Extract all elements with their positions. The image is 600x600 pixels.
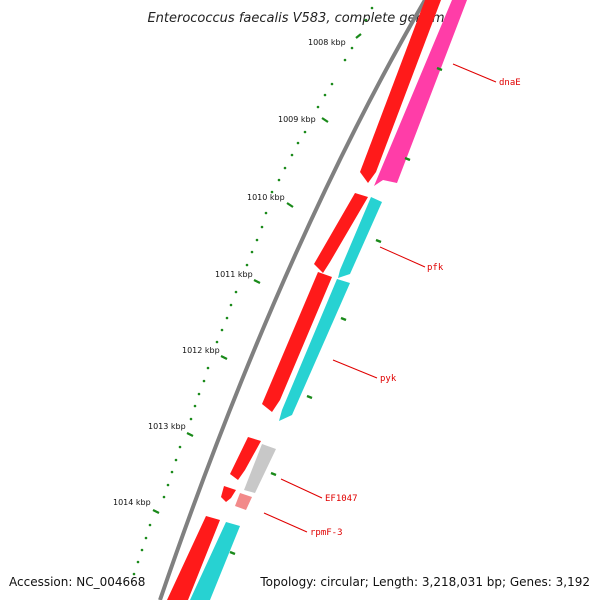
gene-label-pfk: pfk [427, 263, 444, 273]
gene-label-pyk: pyk [380, 374, 397, 384]
scale-label-1014: 1014 kbp [113, 498, 151, 507]
reverse-strand-features [190, 0, 467, 600]
gene-label-ef1047: EF1047 [325, 494, 358, 504]
forward-cds-pyk [262, 272, 332, 412]
forward-cds-ef1047 [230, 437, 261, 480]
scale-label-1013: 1013 kbp [148, 422, 186, 431]
reverse-cds-next [190, 522, 240, 600]
genome-backbone [158, 0, 427, 600]
map-title: Enterococcus faecalis V583, complete gen… [147, 11, 452, 26]
gene-label-rpmf: rpmF-3 [310, 528, 343, 538]
reverse-feature-ef1047 [244, 444, 276, 493]
reverse-cds-dnaE [374, 0, 467, 186]
topology-text: Topology: circular; Length: 3,218,031 bp… [259, 575, 590, 589]
scale-label-1012: 1012 kbp [182, 346, 220, 355]
label-leaders [263, 63, 497, 533]
forward-cds-next [167, 516, 220, 600]
scale-label-1009: 1009 kbp [278, 115, 316, 124]
scale-major-ticks [152, 33, 362, 514]
forward-strand-features [167, 0, 441, 600]
scale-track [132, 6, 374, 576]
forward-cds-dnaE [360, 0, 441, 183]
forward-cds-rpmf [221, 486, 236, 502]
reverse-feature-rpmf [235, 493, 252, 510]
forward-cds-pfk [314, 193, 368, 273]
scale-label-1008: 1008 kbp [308, 38, 346, 47]
reverse-cds-pyk [279, 279, 350, 421]
reverse-cds-pfk [338, 197, 382, 278]
accession-text: Accession: NC_004668 [9, 575, 145, 589]
inner-tick-marks [229, 66, 443, 556]
scale-label-1011: 1011 kbp [215, 270, 253, 279]
scale-label-1010: 1010 kbp [247, 193, 285, 202]
genome-backbone-highlight [165, 0, 432, 600]
gene-label-dnaE: dnaE [499, 78, 521, 88]
